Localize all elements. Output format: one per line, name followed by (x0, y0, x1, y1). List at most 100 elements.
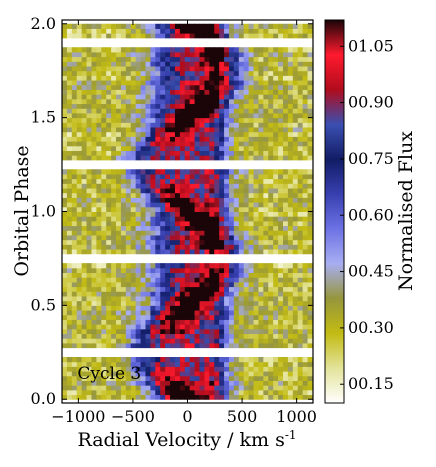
heatmap-cell (150, 239, 156, 245)
heatmap-cell (253, 108, 259, 114)
heatmap-cell (219, 272, 225, 278)
heatmap-cell (145, 300, 151, 306)
heatmap-cell (155, 188, 161, 194)
heatmap-cell (120, 94, 127, 100)
heatmap-cell (145, 169, 151, 175)
heatmap-cell (292, 103, 299, 109)
heatmap-cell (248, 98, 255, 105)
heatmap-cell (307, 211, 313, 217)
heatmap-cell (278, 169, 284, 175)
heatmap-cell (209, 103, 215, 109)
heatmap-cell (302, 188, 309, 194)
heatmap-cell (106, 28, 112, 34)
heatmap-cell (91, 206, 97, 212)
heatmap-cell (297, 70, 304, 76)
heatmap-cell (76, 127, 83, 133)
heatmap-cell (86, 211, 92, 217)
heatmap-cell (66, 188, 73, 194)
heatmap-cell (135, 333, 142, 339)
heatmap-cell (233, 89, 240, 95)
heatmap-cell (243, 394, 250, 400)
heatmap-cell (111, 23, 117, 29)
heatmap-cell (273, 47, 279, 53)
heatmap-cell (233, 202, 240, 208)
heatmap-cell (145, 23, 151, 29)
heatmap-cell (273, 220, 279, 227)
heatmap-cell (282, 338, 289, 344)
heatmap-cell (62, 84, 68, 90)
heatmap-cell (96, 188, 102, 194)
heatmap-cell (160, 98, 166, 105)
heatmap-cell (101, 328, 107, 335)
heatmap-cell (297, 291, 304, 297)
heatmap-cell (145, 295, 151, 302)
heatmap-cell (135, 98, 142, 105)
heatmap-cell (189, 188, 196, 194)
heatmap-cell (233, 291, 240, 297)
heatmap-cell (135, 277, 142, 283)
heatmap-cell (150, 61, 156, 67)
heatmap-cell (174, 122, 181, 128)
heatmap-cell (170, 225, 176, 231)
heatmap-cell (214, 169, 220, 175)
heatmap-cell (204, 155, 210, 161)
heatmap-cell (228, 192, 235, 198)
heatmap-cell (160, 291, 166, 297)
heatmap-cell (268, 112, 274, 119)
heatmap-cell (120, 23, 127, 29)
heatmap-cell (263, 380, 269, 386)
heatmap-cell (111, 375, 117, 381)
heatmap-cell (273, 394, 279, 400)
heatmap-cell (194, 56, 200, 62)
heatmap-cell (130, 342, 137, 349)
heatmap-cell (184, 338, 191, 344)
heatmap-cell (155, 131, 161, 137)
heatmap-cell (194, 169, 200, 175)
heatmap-cell (307, 385, 313, 391)
heatmap-cell (214, 295, 220, 302)
heatmap-cell (96, 122, 102, 128)
heatmap-cell (170, 103, 176, 109)
heatmap-cell (101, 70, 107, 76)
heatmap-cell (96, 216, 102, 222)
heatmap-cell (194, 66, 200, 72)
heatmap-cell (228, 122, 235, 128)
heatmap-cell (233, 188, 240, 194)
heatmap-cell (258, 338, 264, 344)
heatmap-cell (268, 216, 274, 222)
heatmap-cell (209, 239, 215, 245)
heatmap-cell (258, 263, 264, 269)
heatmap-cell (228, 267, 235, 274)
heatmap-cell (199, 211, 205, 217)
heatmap-cell (71, 263, 78, 269)
heatmap-cell (120, 183, 127, 189)
heatmap-cell (224, 230, 230, 236)
heatmap-cell (214, 394, 220, 400)
heatmap-cell (214, 70, 220, 76)
heatmap-cell (258, 375, 264, 381)
heatmap-cell (91, 75, 97, 81)
heatmap-cell (224, 234, 230, 241)
heatmap-cell (155, 225, 161, 231)
heatmap-cell (263, 389, 269, 396)
heatmap-cell (106, 155, 112, 161)
heatmap-cell (194, 23, 200, 29)
heatmap-cell (282, 305, 289, 311)
heatmap-cell (194, 70, 200, 76)
heatmap-cell (96, 127, 102, 133)
heatmap-cell (282, 394, 289, 400)
heatmap-cell (268, 108, 274, 114)
heatmap-cell (170, 23, 176, 29)
heatmap-cell (96, 75, 102, 81)
heatmap-cell (81, 51, 88, 58)
heatmap-cell (106, 371, 112, 377)
heatmap-cell (307, 23, 313, 29)
heatmap-cell (86, 89, 92, 95)
heatmap-cell (96, 385, 102, 391)
heatmap-cell (228, 127, 235, 133)
heatmap-cell (81, 220, 88, 227)
heatmap-cell (155, 328, 161, 335)
heatmap-cell (91, 28, 97, 34)
heatmap-cell (253, 155, 259, 161)
heatmap-cell (297, 47, 304, 53)
